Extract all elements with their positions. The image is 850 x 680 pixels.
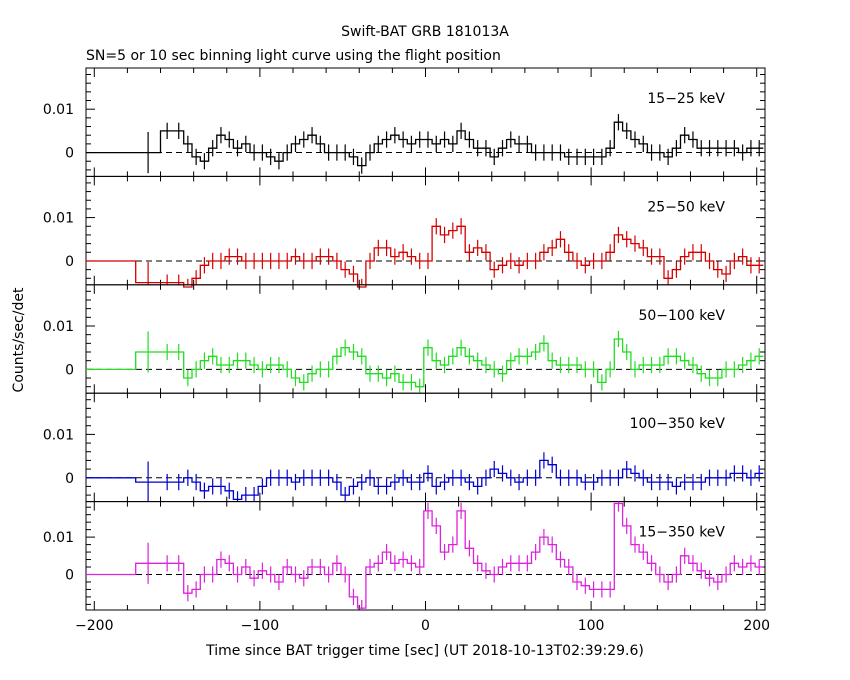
x-tick-label: −100 [241,618,279,634]
x-tick-label: 200 [743,618,770,634]
y-tick-label: 0.01 [43,319,74,335]
panel-frame [85,67,766,177]
panels: 0 0.01 15−25 keV 0 0.01 25−50 keV 0 0.01 50−100 … [43,67,770,634]
y-tick-label: 0.01 [43,102,74,118]
panel-2: 0 0.01 50−100 keV [43,284,766,394]
y-tick-label: 0.01 [43,427,74,443]
band-label: 50−100 keV [638,308,725,324]
panel-frame [85,175,766,286]
y-tick-label: 0 [65,567,74,583]
y-tick-label: 0 [65,254,74,270]
band-label: 100−350 keV [630,416,726,432]
x-tick-label: −200 [75,618,113,634]
y-tick-label: 0.01 [43,211,74,227]
band-label: 15−25 keV [647,91,725,107]
y-axis-label: Counts/sec/det [11,287,27,392]
series-line [86,459,764,501]
y-tick-label: 0 [65,471,74,487]
panel-3: 0 0.01 100−350 keV [43,392,766,503]
panel-1: 0 0.01 25−50 keV [43,175,766,288]
panel-0: 0 0.01 15−25 keV [43,67,766,177]
y-tick-label: 0 [65,362,74,378]
x-axis-label: Time since BAT trigger time [sec] (UT 20… [205,643,644,659]
series-line [86,338,764,388]
series-line [86,121,764,167]
y-tick-label: 0.01 [43,530,74,546]
series-line [86,225,764,288]
y-tick-label: 0 [65,146,74,162]
x-tick-label: 0 [421,618,430,634]
panel-4: 0 0.01 15−350 keV [43,501,766,611]
band-label: 15−350 keV [638,525,725,541]
band-label: 25−50 keV [647,199,725,215]
chart-subtitle: SN=5 or 10 sec binning light curve using… [86,48,501,64]
chart-title: Swift-BAT GRB 181013A [341,24,509,40]
x-tick-label: 100 [578,618,605,634]
